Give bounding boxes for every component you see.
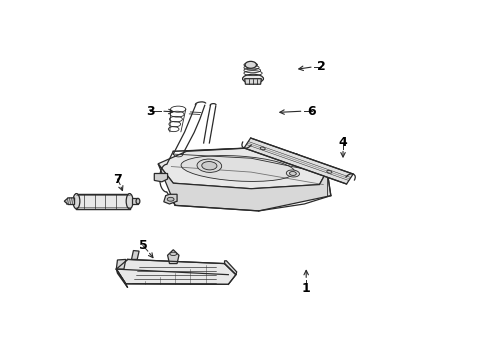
Ellipse shape bbox=[290, 171, 296, 175]
Ellipse shape bbox=[136, 198, 140, 204]
Text: 1: 1 bbox=[302, 282, 311, 295]
Ellipse shape bbox=[327, 170, 332, 173]
Polygon shape bbox=[245, 79, 261, 84]
Polygon shape bbox=[168, 250, 179, 264]
Polygon shape bbox=[76, 194, 129, 209]
Polygon shape bbox=[244, 138, 353, 184]
Text: 6: 6 bbox=[308, 105, 316, 118]
Ellipse shape bbox=[126, 194, 133, 209]
Text: 7: 7 bbox=[113, 172, 122, 185]
Polygon shape bbox=[131, 251, 139, 260]
Ellipse shape bbox=[245, 61, 256, 68]
Ellipse shape bbox=[167, 197, 174, 201]
Text: 4: 4 bbox=[339, 136, 347, 149]
Ellipse shape bbox=[243, 74, 264, 83]
Polygon shape bbox=[224, 261, 237, 275]
Ellipse shape bbox=[170, 252, 177, 256]
Polygon shape bbox=[116, 260, 126, 269]
Ellipse shape bbox=[286, 170, 299, 177]
Ellipse shape bbox=[197, 159, 221, 172]
Ellipse shape bbox=[181, 156, 294, 181]
Polygon shape bbox=[154, 174, 168, 182]
Text: 2: 2 bbox=[317, 60, 326, 73]
Text: 3: 3 bbox=[146, 105, 155, 118]
Ellipse shape bbox=[73, 194, 80, 209]
Polygon shape bbox=[158, 147, 327, 189]
Ellipse shape bbox=[260, 147, 265, 150]
Polygon shape bbox=[116, 260, 236, 284]
Ellipse shape bbox=[202, 162, 217, 170]
Text: 5: 5 bbox=[139, 239, 147, 252]
Polygon shape bbox=[64, 198, 74, 204]
Polygon shape bbox=[158, 164, 331, 211]
Polygon shape bbox=[131, 198, 138, 204]
Polygon shape bbox=[164, 194, 177, 204]
Polygon shape bbox=[116, 269, 128, 288]
